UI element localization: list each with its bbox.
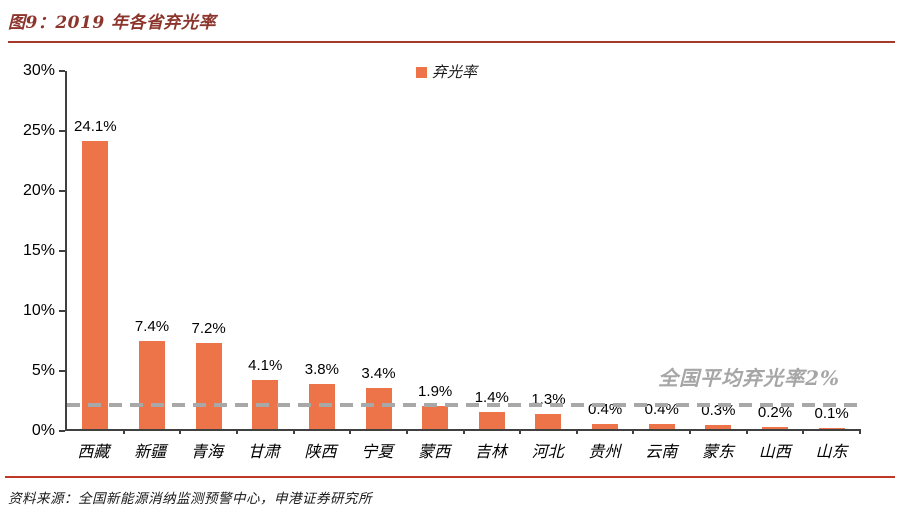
y-tick-label: 25% — [22, 122, 55, 139]
x-tick-mark — [575, 429, 578, 434]
bar-cell: 1.4% — [463, 71, 520, 429]
category-label: 贵州 — [588, 442, 621, 461]
source-note: 资料来源：全国新能源消纳监测预警中心，申港证券研究所 — [8, 491, 372, 507]
bar-value-label: 3.8% — [304, 360, 339, 378]
bar — [705, 425, 732, 429]
category-label: 吉林 — [474, 442, 507, 461]
bar — [818, 427, 845, 429]
category-label: 蒙西 — [418, 442, 451, 461]
bar-cell: 1.3% — [520, 71, 577, 429]
x-tick-mark — [349, 429, 352, 434]
bar-value-label: 7.4% — [134, 317, 170, 335]
y-tick-mark — [59, 190, 65, 192]
y-tick-mark — [59, 430, 65, 432]
y-tick-label: 15% — [22, 242, 55, 259]
bar-cell: 24.1% — [67, 71, 124, 429]
y-tick-mark — [59, 370, 65, 372]
x-axis-ticks — [67, 429, 861, 435]
x-tick-mark — [292, 429, 295, 434]
x-tick-mark — [859, 429, 861, 434]
footer-rule — [5, 476, 895, 478]
x-tick-mark — [519, 429, 522, 434]
bar-cell: 7.2% — [180, 71, 237, 429]
bar-cell: 4.1% — [237, 71, 294, 429]
bar — [195, 343, 222, 429]
bar — [648, 424, 675, 429]
bar-value-label: 7.2% — [191, 320, 226, 338]
bar — [478, 412, 505, 429]
x-tick-mark — [122, 429, 125, 434]
x-tick-mark — [802, 429, 805, 434]
plot-area: 24.1% 7.4% 7.2% 4.1% 3.8% 3.4% 1.9% 1.4% 1.3% 0.4… — [65, 71, 861, 434]
x-tick-mark — [745, 429, 748, 434]
bar-series: 24.1% 7.4% 7.2% 4.1% 3.8% 3.4% 1.9% 1.4% 1.3% 0.4… — [67, 71, 860, 429]
title-rule — [8, 41, 895, 43]
y-tick-label: 30% — [22, 62, 55, 79]
bar — [422, 406, 449, 429]
y-tick-label: 10% — [22, 302, 55, 319]
category-label: 云南 — [645, 442, 678, 461]
figure-title: 图9：2019 年各省弃光率 — [8, 13, 217, 33]
bar-value-label: 4.1% — [248, 357, 283, 375]
x-tick-mark — [632, 429, 635, 434]
bar-cell: 0.1% — [803, 71, 860, 429]
bar — [535, 413, 562, 429]
bar-value-label: 1.3% — [531, 390, 566, 408]
average-annotation: 全国平均弃光率2% — [658, 366, 840, 390]
legend-label: 弃光率 — [432, 63, 478, 81]
category-label: 青海 — [190, 442, 223, 461]
x-tick-mark — [235, 429, 238, 434]
bar-cell: 1.9% — [407, 71, 464, 429]
category-label: 河北 — [531, 442, 564, 461]
bar — [138, 340, 165, 429]
bar-value-label: 0.2% — [757, 403, 793, 421]
category-label: 西藏 — [77, 442, 110, 461]
y-tick-mark — [59, 130, 65, 132]
category-label: 新疆 — [134, 442, 167, 461]
bar-value-label: 3.4% — [361, 365, 396, 383]
y-axis: 30% 25% 20% 15% 10% 5% 0% — [0, 63, 65, 439]
y-tick-mark — [59, 310, 65, 312]
bar-value-label: 0.3% — [701, 402, 736, 420]
bar — [762, 426, 788, 429]
y-tick-label: 5% — [31, 362, 55, 379]
x-tick-mark — [462, 429, 465, 434]
x-tick-mark — [179, 429, 182, 434]
bar-cell: 0.4% — [577, 71, 634, 429]
category-label: 山东 — [815, 442, 848, 461]
x-axis-labels: 西藏 新疆 青海 甘肃 陕西 宁夏 蒙西 吉林 河北 贵州 云南 蒙东 山西 山东 — [65, 442, 860, 461]
category-label: 陕西 — [304, 442, 337, 461]
bar-cell: 7.4% — [124, 71, 181, 429]
category-label: 蒙东 — [701, 442, 734, 461]
x-tick-mark — [405, 429, 408, 434]
bar-value-label: 1.4% — [474, 389, 509, 407]
category-label: 甘肃 — [247, 442, 280, 461]
bar — [592, 424, 619, 429]
category-label: 山西 — [758, 442, 791, 461]
category-label: 宁夏 — [361, 442, 394, 461]
average-reference-line — [67, 403, 860, 408]
y-tick-mark — [59, 70, 65, 72]
bar-value-label: 24.1% — [74, 118, 117, 136]
bar-cell: 0.2% — [747, 71, 804, 429]
chart-legend: 弃光率 — [416, 65, 477, 80]
bar — [82, 141, 109, 429]
legend-swatch — [416, 67, 427, 78]
bar — [365, 388, 392, 429]
y-tick-label: 20% — [22, 182, 55, 199]
x-tick-mark — [689, 429, 692, 434]
bar-value-label: 1.9% — [418, 383, 453, 401]
y-tick-label: 0% — [31, 422, 55, 439]
bar-cell: 3.8% — [294, 71, 351, 429]
y-tick-mark — [59, 250, 65, 252]
bar-cell: 3.4% — [350, 71, 407, 429]
bar-value-label: 0.1% — [814, 404, 849, 422]
bar-cell: 0.3% — [690, 71, 747, 429]
